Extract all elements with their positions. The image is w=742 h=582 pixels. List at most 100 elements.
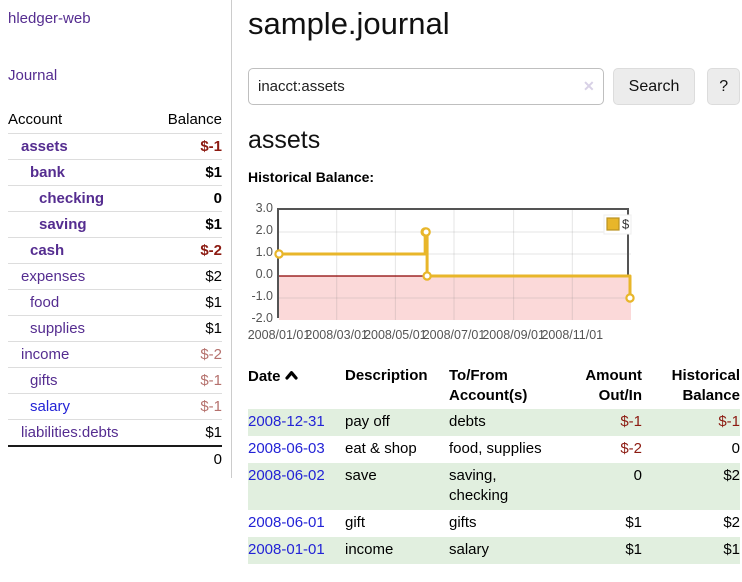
account-row: cash $-2: [8, 237, 222, 264]
main-content: sample.journal ✕ Search ? assets Histori…: [248, 0, 740, 564]
chart-plot-area: $: [274, 208, 635, 320]
data-point-marker: [274, 249, 284, 259]
account-balance: $-1: [200, 138, 222, 155]
account-link[interactable]: supplies: [30, 320, 86, 337]
transaction-accounts: food, supplies: [449, 440, 542, 457]
y-axis-tick-label: 3.0: [255, 201, 273, 215]
x-axis-tick-label: 2008/05/01: [364, 328, 427, 342]
data-point-marker: [625, 293, 635, 303]
sidebar-item-journal[interactable]: Journal: [8, 67, 58, 84]
sort-ascending-icon: [284, 366, 298, 386]
accounts-header-balance: Balance: [151, 106, 222, 134]
transaction-accounts: gifts: [449, 514, 477, 531]
account-row: checking 0: [8, 185, 222, 212]
search-button[interactable]: Search: [612, 68, 696, 105]
accounts-total-spacer: [8, 445, 152, 472]
app-title-link[interactable]: hledger-web: [8, 10, 91, 27]
page-title: sample.journal: [248, 6, 450, 41]
account-balance: 0: [151, 185, 222, 212]
x-axis-tick-label: 2008/07/01: [422, 328, 486, 342]
register-row: 2008-06-03 eat & shop food, supplies $-2 0: [248, 436, 740, 463]
account-link[interactable]: cash: [30, 242, 65, 259]
account-balance: $-2: [151, 237, 222, 264]
legend-swatch: [606, 217, 620, 231]
account-link[interactable]: salary: [30, 398, 71, 415]
register-header-row: Date Description To/From Account(s) Amou…: [248, 364, 740, 409]
transaction-date-link[interactable]: 2008-12-31: [248, 413, 325, 430]
register-header-amount-line2: Out/In: [598, 387, 642, 404]
account-link[interactable]: food: [30, 294, 60, 311]
transaction-date-link[interactable]: 2008-06-01: [248, 514, 325, 531]
transaction-date-link[interactable]: 2008-06-02: [248, 467, 325, 484]
account-link[interactable]: liabilities:debts: [21, 424, 119, 441]
search-input-wrap: ✕: [248, 68, 604, 105]
account-link[interactable]: saving: [39, 216, 87, 233]
account-link[interactable]: expenses: [21, 268, 86, 285]
data-point-marker: [422, 271, 432, 281]
account-balance: $1: [151, 211, 222, 238]
help-button[interactable]: ?: [707, 68, 740, 105]
register-header-tofrom-line2: Account(s): [449, 387, 528, 404]
register-header-tofrom: To/From Account(s): [449, 364, 567, 409]
x-axis-tick-label: 2008/09/01: [482, 328, 545, 342]
accounts-total-value: 0: [151, 445, 222, 472]
y-axis-tick-label: 0.0: [255, 267, 273, 281]
transaction-amount: $1: [625, 514, 642, 531]
y-axis-tick-label: 1.0: [255, 245, 273, 259]
register-table: Date Description To/From Account(s) Amou…: [248, 364, 740, 564]
transaction-date-link[interactable]: 2008-06-03: [248, 440, 325, 457]
account-row: income $-2: [8, 341, 222, 368]
register-header-date-label: Date: [248, 368, 281, 385]
transaction-description: save: [345, 463, 449, 510]
account-balance: $1: [151, 315, 222, 342]
transaction-description: eat & shop: [345, 440, 417, 457]
sidebar: hledger-web Journal Account Balance asse…: [0, 0, 232, 478]
x-axis-tick-label: 2008/11/01: [541, 328, 604, 342]
account-row: salary $-1: [8, 393, 222, 420]
account-balance: $-1: [151, 367, 222, 394]
accounts-tbody: assets $-1 bank $1 checking 0 saving $1 cash $-2 e…: [8, 134, 222, 446]
account-balance: $1: [151, 159, 222, 186]
register-header-date[interactable]: Date: [248, 364, 345, 409]
account-section-title: assets: [248, 126, 321, 154]
transaction-amount: $-2: [620, 440, 642, 457]
transaction-description: gift: [345, 514, 366, 531]
account-link[interactable]: checking: [39, 190, 105, 207]
register-header-tofrom-line1: To/From: [449, 367, 508, 384]
transaction-amount: $1: [567, 537, 642, 564]
account-link[interactable]: bank: [30, 164, 66, 181]
account-row: expenses $2: [8, 263, 222, 290]
legend-label: $: [622, 217, 630, 232]
register-header-description: Description: [345, 367, 428, 384]
account-row: gifts $-1: [8, 367, 222, 394]
transaction-date-link[interactable]: 2008-01-01: [248, 541, 325, 558]
account-balance: $2: [151, 263, 222, 290]
negative-region-shading: [279, 276, 631, 320]
accounts-table: Account Balance assets $-1 bank $1 checking 0…: [8, 106, 222, 472]
historical-balance-chart: $ 3.0 2.0 1.0 0.0 -1.0 -2.0 2008/01/01 2008/03/…: [248, 201, 740, 346]
account-balance: $1: [151, 419, 222, 446]
transaction-balance: $-1: [642, 409, 740, 436]
account-link[interactable]: assets: [21, 138, 68, 155]
register-header-balance: Historical Balance: [642, 364, 740, 409]
y-axis-tick-label: -1.0: [251, 289, 273, 303]
y-axis-tick-label: 2.0: [255, 223, 273, 237]
account-row: bank $1: [8, 159, 222, 186]
account-link[interactable]: income: [21, 346, 70, 363]
transaction-amount: $-1: [567, 409, 642, 436]
transaction-amount: 0: [567, 463, 642, 510]
search-input[interactable]: [248, 68, 604, 105]
register-header-balance-line2: Balance: [682, 387, 740, 404]
account-link[interactable]: gifts: [30, 372, 58, 389]
accounts-total-row: 0: [8, 445, 222, 472]
account-row: saving $1: [8, 211, 222, 238]
register-row: 2008-06-02 save saving, checking 0 $2: [248, 463, 740, 510]
data-point-marker: [421, 227, 431, 237]
register-header-amount: Amount Out/In: [567, 364, 642, 409]
y-axis-tick-label: -2.0: [251, 311, 273, 325]
clear-search-icon[interactable]: ✕: [582, 78, 595, 94]
transaction-balance: 0: [731, 440, 740, 457]
account-row: assets $-1: [8, 134, 222, 160]
transaction-balance: $1: [642, 537, 740, 564]
register-row: 2008-12-31 pay off debts $-1 $-1: [248, 409, 740, 436]
